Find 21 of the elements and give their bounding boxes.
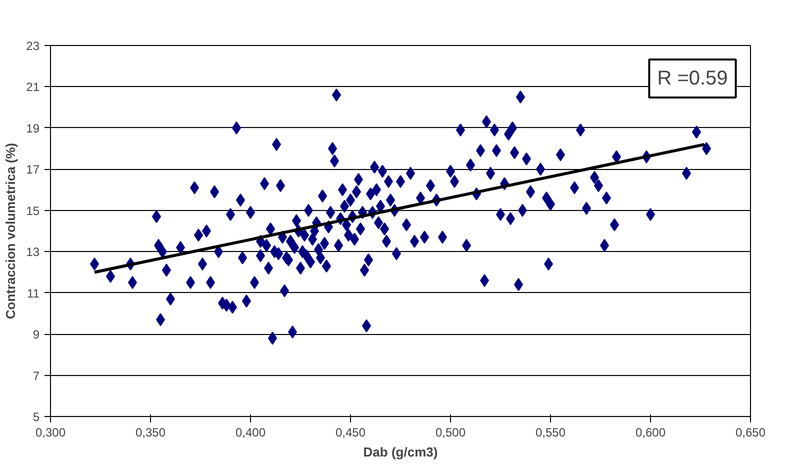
x-tick-label: 0,400 bbox=[235, 426, 266, 440]
y-tick-label: 21 bbox=[26, 80, 40, 94]
x-tick-label: 0,350 bbox=[135, 426, 166, 440]
y-tick-label: 15 bbox=[26, 204, 40, 218]
y-tick-label: 17 bbox=[26, 162, 40, 177]
x-axis-title: Dab (g/cm3) bbox=[363, 444, 438, 460]
y-axis-title: Contraccion volumetrica (%) bbox=[3, 142, 18, 320]
x-tick-label: 0,550 bbox=[535, 426, 566, 440]
x-tick-label: 0,650 bbox=[735, 426, 766, 440]
y-tick-label: 13 bbox=[26, 245, 40, 260]
x-tick-label: 0,300 bbox=[35, 426, 66, 440]
y-tick-label: 5 bbox=[32, 410, 40, 424]
x-tick-label: 0,450 bbox=[335, 426, 366, 440]
annotation: R =0.59 bbox=[657, 67, 728, 90]
y-tick-label: 11 bbox=[27, 286, 40, 300]
y-tick-label: 7 bbox=[32, 368, 40, 383]
x-tick-label: 0,500 bbox=[435, 426, 466, 440]
y-tick-label: 9 bbox=[32, 328, 40, 342]
y-tick-label: 23 bbox=[26, 39, 40, 53]
x-tick-label: 0,600 bbox=[635, 426, 666, 440]
y-tick-label: 19 bbox=[26, 121, 40, 136]
